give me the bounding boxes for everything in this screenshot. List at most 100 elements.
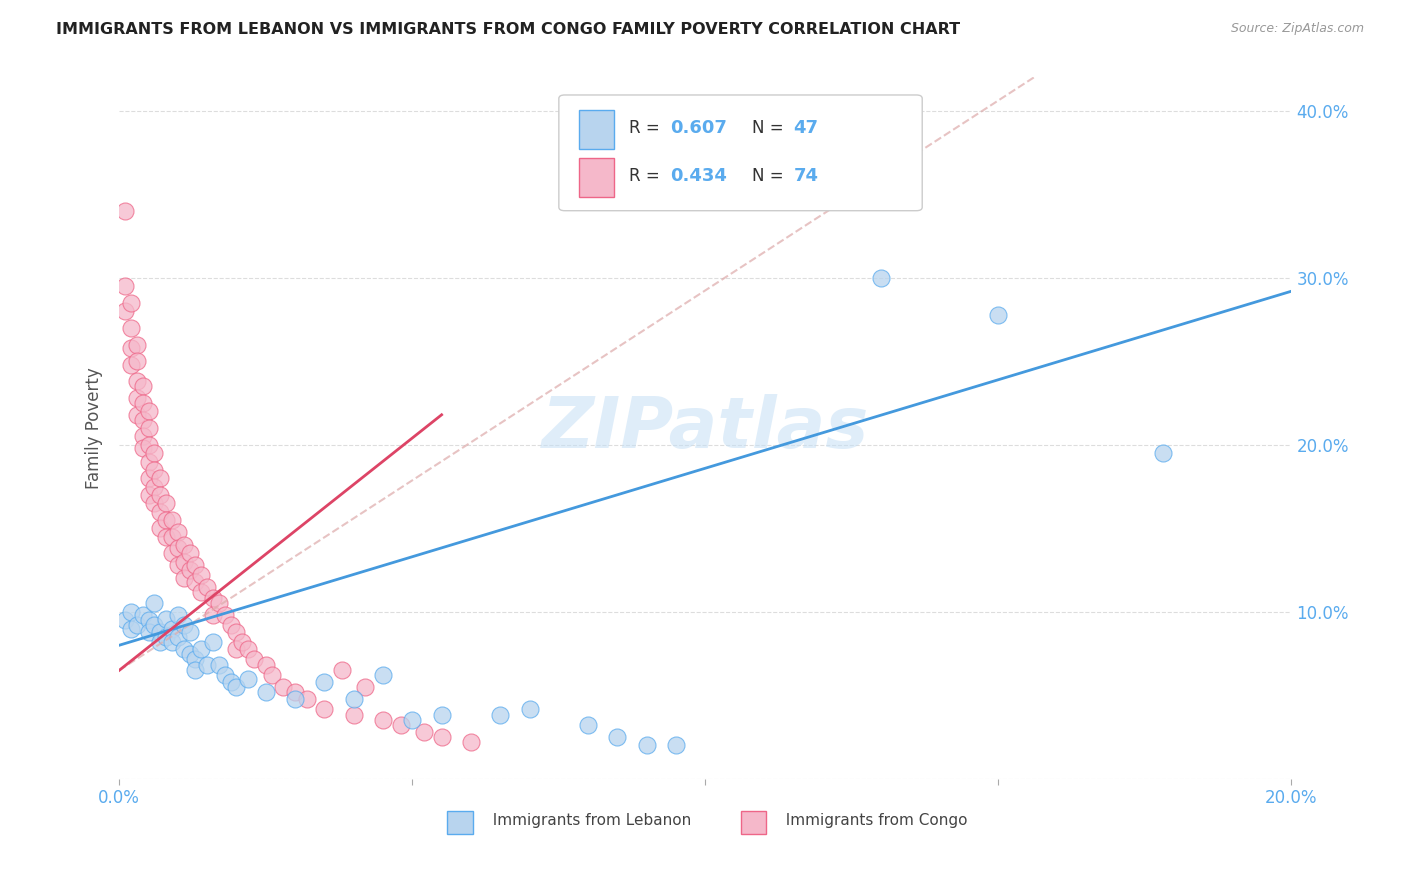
Text: 0.607: 0.607 [671,119,727,137]
Point [132,608,155,623]
Point [238,672,260,686]
Point [214,608,236,623]
Point [202,591,225,606]
Bar [741,811,766,833]
Point [132,379,155,393]
Point [273,680,295,694]
Point [132,429,155,443]
Point [120,622,142,636]
Point [114,613,136,627]
Point [138,488,160,502]
Point [125,375,148,389]
Point [190,641,212,656]
Point [231,635,253,649]
Text: Source: ZipAtlas.com: Source: ZipAtlas.com [1230,22,1364,36]
Point [132,441,155,455]
Point [149,624,172,639]
Point [114,204,136,219]
Point [132,413,155,427]
Point [665,739,688,753]
Text: R =: R = [628,167,665,185]
Point [149,488,172,502]
Point [114,279,136,293]
Point [389,718,412,732]
Bar [579,111,614,149]
Point [138,454,160,468]
Point [208,597,231,611]
Point [413,725,436,739]
Point [120,605,142,619]
Point [179,624,201,639]
Point [179,563,201,577]
Point [636,739,658,753]
Point [173,641,195,656]
Text: Immigrants from Lebanon: Immigrants from Lebanon [482,814,690,829]
Text: N =: N = [752,119,789,137]
Point [138,613,160,627]
Point [155,611,177,625]
Bar [447,811,474,833]
Point [489,708,512,723]
Point [167,608,190,623]
Point [195,580,218,594]
Point [125,337,148,351]
Point [202,635,225,649]
Point [371,714,394,728]
Point [314,675,336,690]
Point [160,622,183,636]
Point [284,691,307,706]
Point [173,538,195,552]
Point [155,496,177,510]
Point [143,479,166,493]
Point [167,558,190,572]
Point [149,521,172,535]
Point [430,730,453,744]
Point [225,680,247,694]
Point [606,730,628,744]
Point [295,691,318,706]
Point [401,714,423,728]
Point [125,618,148,632]
Point [143,496,166,510]
Text: R =: R = [628,119,665,137]
Point [125,408,148,422]
Point [460,735,482,749]
Point [149,505,172,519]
Point [430,708,453,723]
Point [160,635,183,649]
Point [371,668,394,682]
Point [155,630,177,644]
Point [260,668,283,682]
Point [138,438,160,452]
Point [160,513,183,527]
FancyBboxPatch shape [558,95,922,211]
Point [519,701,541,715]
Point [138,624,160,639]
Point [155,530,177,544]
Point [143,597,166,611]
Point [184,663,207,677]
Point [214,668,236,682]
Point [576,718,599,732]
Point [190,568,212,582]
Point [138,404,160,418]
Point [184,574,207,589]
Point [160,530,183,544]
Point [219,675,242,690]
Point [184,651,207,665]
Point [254,658,277,673]
Point [149,471,172,485]
Text: ZIPatlas: ZIPatlas [541,393,869,463]
Point [343,708,366,723]
Point [155,513,177,527]
Point [120,321,142,335]
Point [870,270,893,285]
Point [987,308,1010,322]
Point [167,541,190,556]
Point [173,618,195,632]
Point [179,647,201,661]
Point [132,396,155,410]
Point [143,463,166,477]
Point [254,685,277,699]
Point [160,546,183,560]
